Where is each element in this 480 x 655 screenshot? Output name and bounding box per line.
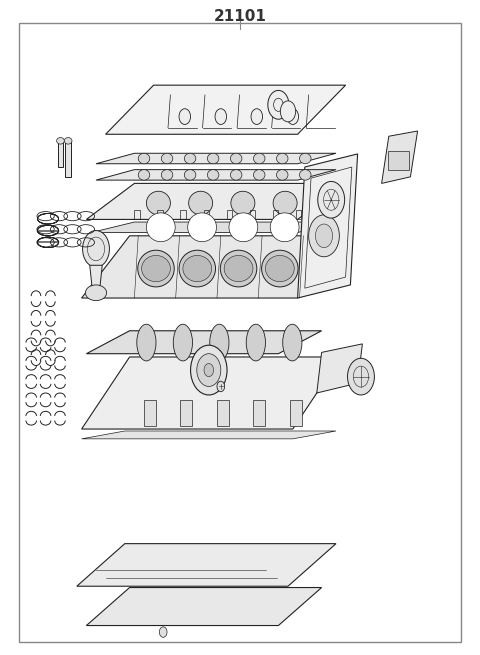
Ellipse shape bbox=[229, 213, 258, 242]
Ellipse shape bbox=[253, 170, 265, 180]
Polygon shape bbox=[90, 265, 102, 288]
Circle shape bbox=[309, 215, 339, 257]
Bar bbox=[180, 400, 192, 426]
Ellipse shape bbox=[161, 153, 173, 164]
Bar bbox=[388, 151, 409, 170]
Circle shape bbox=[217, 381, 225, 392]
Ellipse shape bbox=[300, 170, 311, 180]
Ellipse shape bbox=[188, 213, 216, 242]
Ellipse shape bbox=[85, 285, 107, 301]
Circle shape bbox=[315, 224, 333, 248]
Ellipse shape bbox=[273, 191, 297, 215]
Ellipse shape bbox=[64, 138, 72, 144]
Polygon shape bbox=[82, 357, 341, 429]
Bar bbox=[157, 210, 163, 219]
Circle shape bbox=[204, 364, 214, 377]
Polygon shape bbox=[96, 153, 336, 164]
Ellipse shape bbox=[146, 213, 175, 242]
Polygon shape bbox=[82, 431, 336, 439]
Circle shape bbox=[215, 109, 227, 124]
Polygon shape bbox=[77, 544, 336, 586]
Bar bbox=[65, 141, 71, 177]
Ellipse shape bbox=[183, 255, 212, 282]
Ellipse shape bbox=[184, 153, 196, 164]
Circle shape bbox=[268, 90, 289, 119]
Ellipse shape bbox=[142, 255, 170, 282]
Ellipse shape bbox=[231, 191, 255, 215]
Polygon shape bbox=[82, 236, 346, 298]
Bar bbox=[273, 210, 278, 219]
Polygon shape bbox=[298, 154, 358, 298]
Ellipse shape bbox=[207, 170, 219, 180]
Ellipse shape bbox=[207, 153, 219, 164]
Circle shape bbox=[348, 358, 374, 395]
Ellipse shape bbox=[300, 153, 311, 164]
Ellipse shape bbox=[283, 324, 302, 361]
Ellipse shape bbox=[146, 191, 170, 215]
Bar bbox=[227, 210, 232, 219]
Ellipse shape bbox=[138, 153, 150, 164]
Bar bbox=[134, 210, 140, 219]
Circle shape bbox=[280, 101, 296, 122]
Bar bbox=[290, 400, 302, 426]
Bar bbox=[250, 210, 255, 219]
Circle shape bbox=[179, 109, 191, 124]
Circle shape bbox=[159, 627, 167, 637]
Ellipse shape bbox=[138, 250, 174, 287]
Bar bbox=[204, 210, 209, 219]
Polygon shape bbox=[106, 85, 346, 134]
Text: 21101: 21101 bbox=[214, 9, 266, 24]
Polygon shape bbox=[86, 331, 322, 354]
Ellipse shape bbox=[270, 213, 299, 242]
Ellipse shape bbox=[230, 170, 242, 180]
Circle shape bbox=[287, 109, 299, 124]
Ellipse shape bbox=[276, 153, 288, 164]
Polygon shape bbox=[382, 131, 418, 183]
Ellipse shape bbox=[230, 153, 242, 164]
Bar bbox=[180, 210, 186, 219]
Ellipse shape bbox=[253, 153, 265, 164]
Bar bbox=[296, 210, 301, 219]
Circle shape bbox=[83, 231, 109, 267]
Bar bbox=[253, 400, 265, 426]
Polygon shape bbox=[86, 183, 346, 219]
Bar bbox=[144, 400, 156, 426]
Ellipse shape bbox=[161, 170, 173, 180]
Bar bbox=[217, 400, 229, 426]
Polygon shape bbox=[317, 344, 362, 393]
Ellipse shape bbox=[57, 138, 64, 144]
Ellipse shape bbox=[224, 255, 253, 282]
Ellipse shape bbox=[220, 250, 257, 287]
Ellipse shape bbox=[189, 191, 213, 215]
Ellipse shape bbox=[246, 324, 265, 361]
Ellipse shape bbox=[173, 324, 192, 361]
Circle shape bbox=[191, 345, 227, 395]
Ellipse shape bbox=[179, 250, 216, 287]
Circle shape bbox=[251, 109, 263, 124]
Ellipse shape bbox=[262, 250, 298, 287]
Bar bbox=[58, 141, 63, 167]
Ellipse shape bbox=[265, 255, 294, 282]
Polygon shape bbox=[91, 222, 341, 233]
Ellipse shape bbox=[184, 170, 196, 180]
Polygon shape bbox=[96, 170, 336, 180]
Ellipse shape bbox=[276, 170, 288, 180]
Ellipse shape bbox=[137, 324, 156, 361]
Ellipse shape bbox=[138, 170, 150, 180]
Ellipse shape bbox=[210, 324, 229, 361]
Circle shape bbox=[318, 181, 345, 218]
Circle shape bbox=[197, 354, 221, 386]
Polygon shape bbox=[86, 588, 322, 626]
